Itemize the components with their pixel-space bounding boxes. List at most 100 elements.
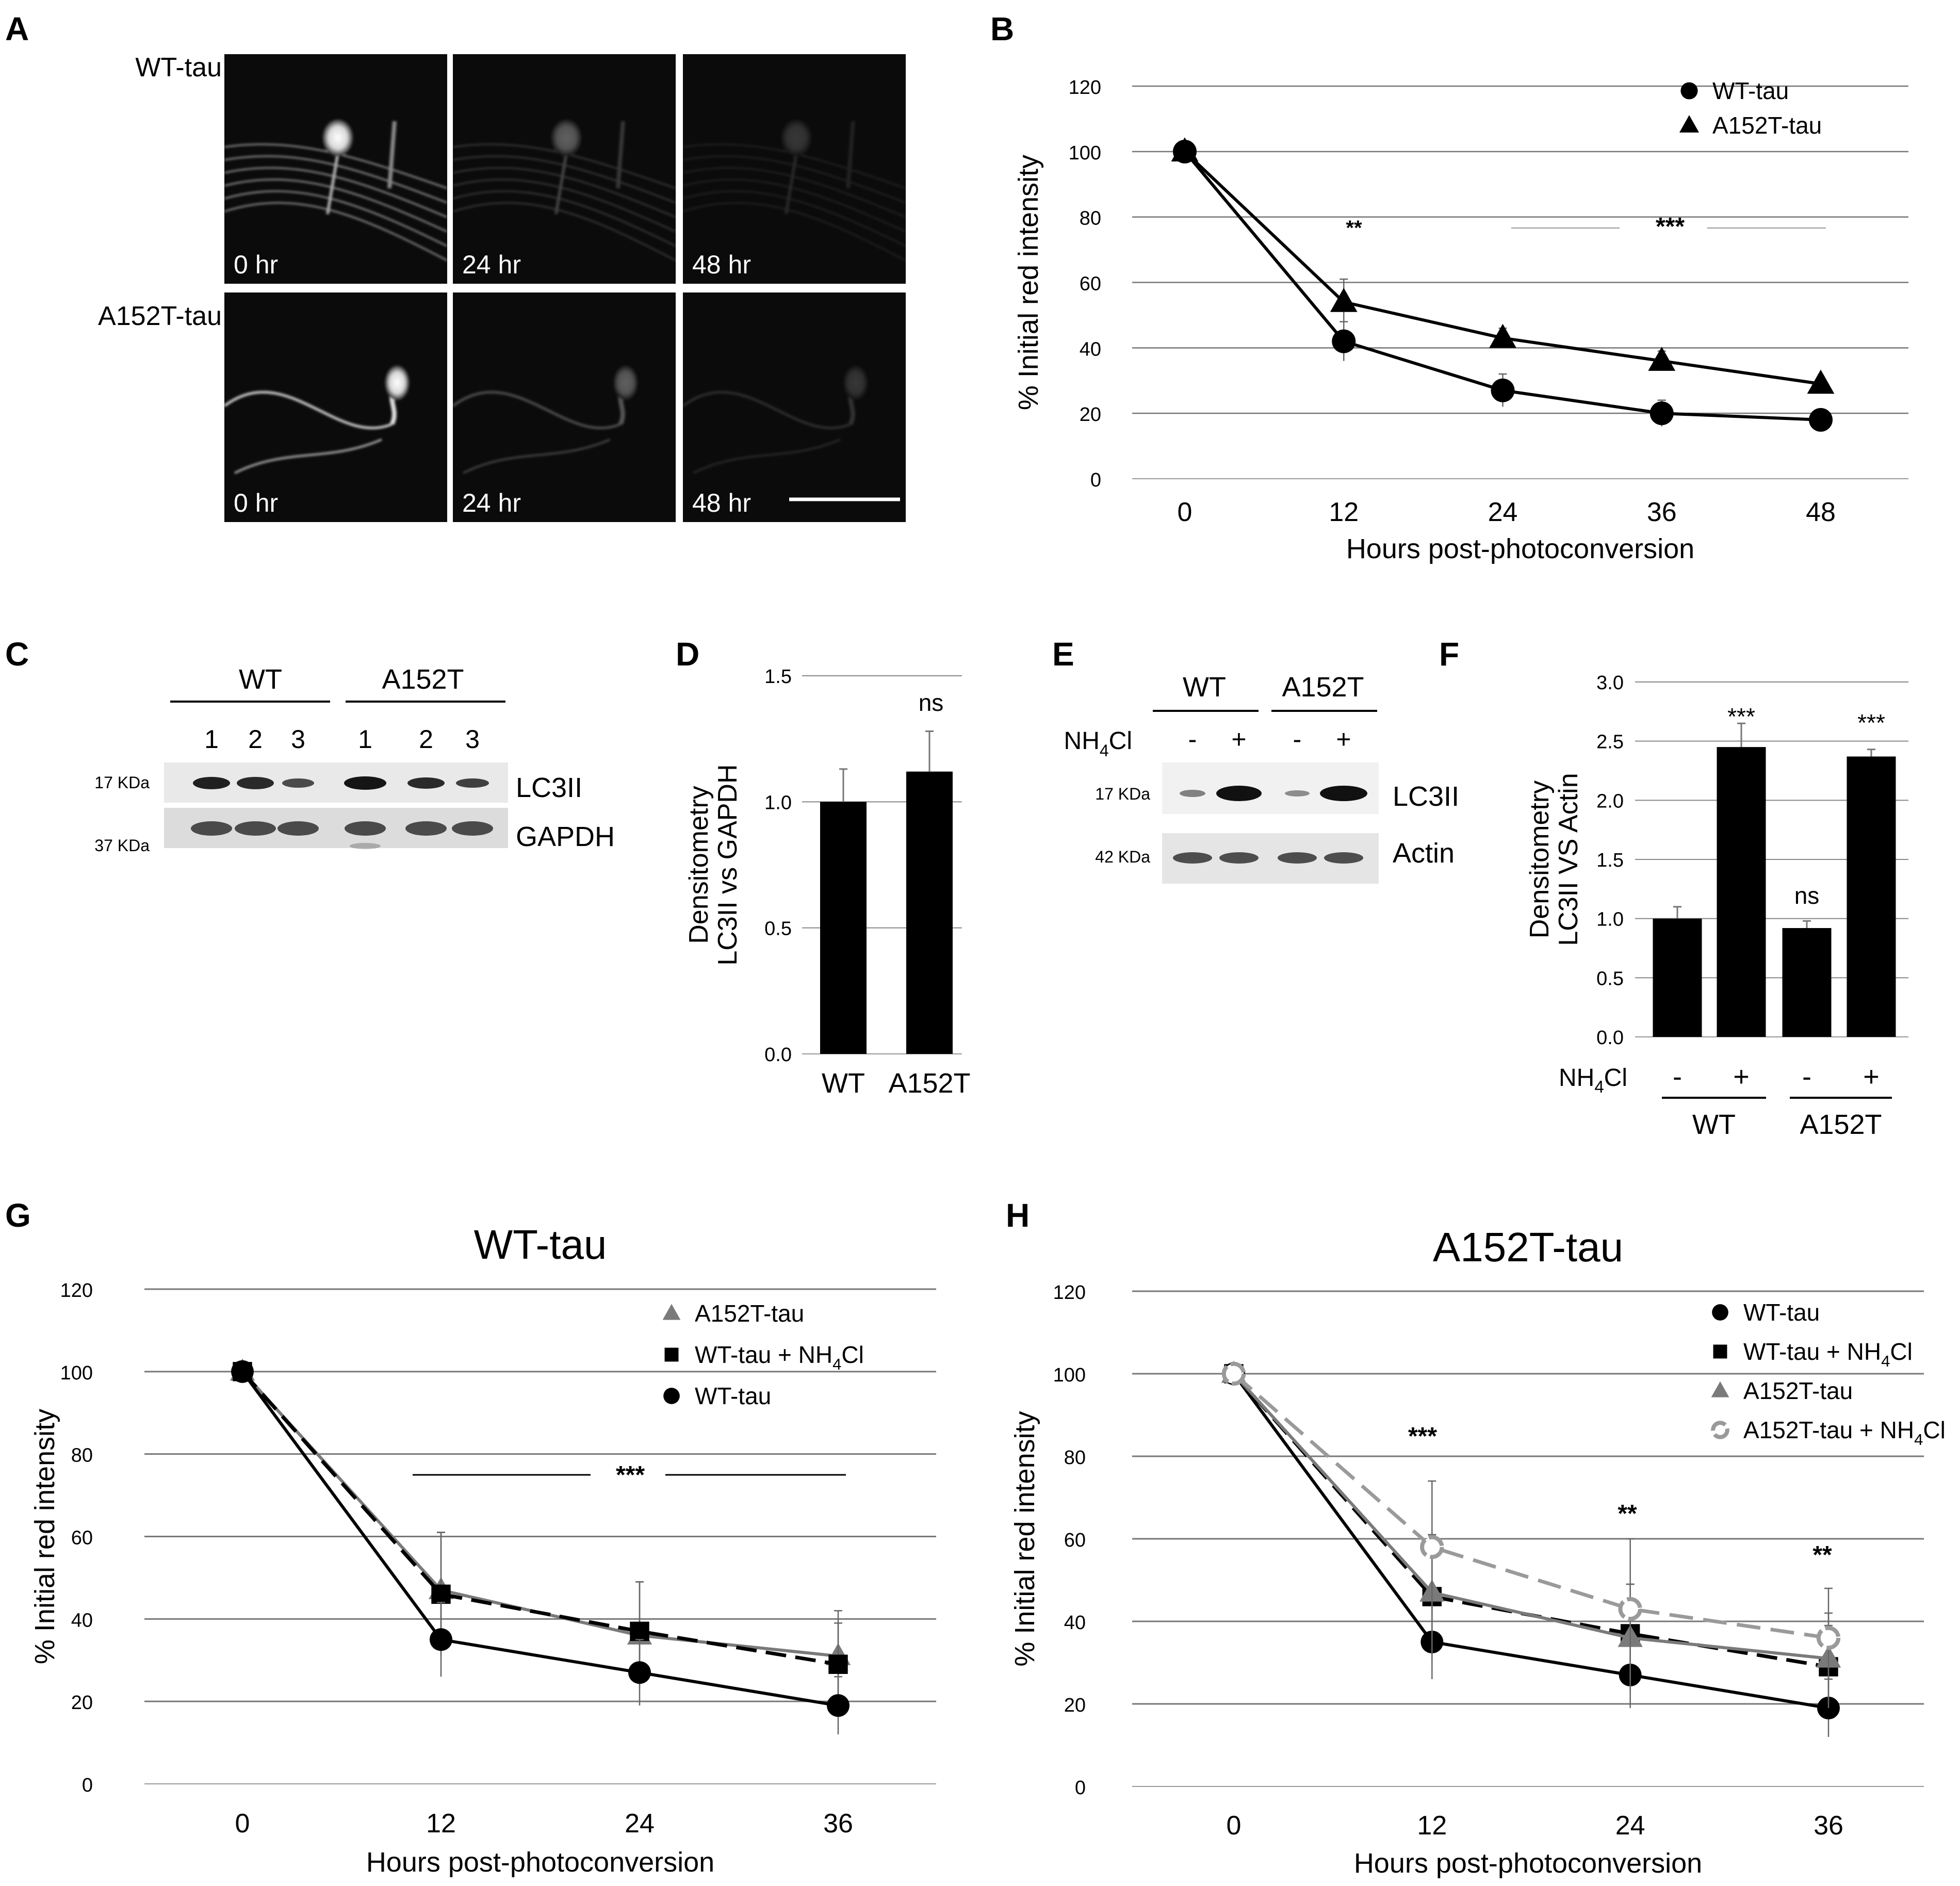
neuron bbox=[452, 119, 676, 262]
x-axis-label: Hours post-photoconversion bbox=[366, 1847, 714, 1878]
y-axis-label: % Initial red intensity bbox=[29, 1409, 60, 1664]
series-line bbox=[1232, 1372, 1829, 1660]
neurite bbox=[452, 391, 621, 430]
treatment-label-sub: 4 bbox=[1594, 1077, 1604, 1096]
y-tick-label: 40 bbox=[71, 1609, 93, 1631]
y-tick-label: 80 bbox=[1064, 1447, 1086, 1469]
chart-title: WT-tau bbox=[474, 1222, 607, 1267]
group-label-wt: WT bbox=[239, 664, 282, 695]
time-label: 24 hr bbox=[462, 250, 521, 279]
band-lc3ii bbox=[344, 776, 386, 790]
band-label-lc3ii: LC3II bbox=[1393, 781, 1459, 812]
legend-marker bbox=[1680, 82, 1698, 100]
x-tick-label: 12 bbox=[1329, 497, 1359, 527]
x-category-label: A152T bbox=[888, 1068, 970, 1099]
y-tick-label: 60 bbox=[1080, 273, 1101, 295]
neuron bbox=[682, 365, 868, 474]
panel-e: E WT A152T NH4Cl - + - + 17 KDa 42 KDa L… bbox=[1052, 636, 1459, 884]
row-label-wt-tau: WT-tau bbox=[135, 53, 222, 83]
bar bbox=[820, 802, 867, 1054]
neurite bbox=[846, 121, 855, 189]
neurite bbox=[224, 178, 448, 233]
group-label-a152t: A152T bbox=[1282, 672, 1364, 703]
band-actin bbox=[1324, 852, 1363, 864]
soma bbox=[322, 119, 353, 156]
legend-label-main: A152T-tau bbox=[1712, 112, 1822, 139]
data-point bbox=[630, 1621, 649, 1641]
neurite bbox=[234, 438, 382, 474]
panel-d-label: D bbox=[676, 636, 699, 673]
legend-marker bbox=[1712, 1304, 1728, 1321]
sign-label: - bbox=[1188, 725, 1197, 754]
x-axis-label: Hours post-photoconversion bbox=[1346, 533, 1694, 564]
data-point bbox=[1330, 287, 1358, 312]
band-gapdh bbox=[191, 821, 232, 836]
data-point bbox=[1171, 137, 1199, 162]
neurite bbox=[693, 438, 841, 474]
legend-marker bbox=[662, 1304, 681, 1320]
data-point bbox=[431, 1584, 451, 1604]
y-axis-label: % Initial red intensity bbox=[1009, 1411, 1040, 1666]
neuron bbox=[452, 365, 638, 474]
legend-label-main: WT-tau bbox=[1743, 1299, 1820, 1326]
band-gapdh bbox=[405, 821, 447, 836]
y-tick-label: 60 bbox=[71, 1527, 93, 1549]
band-lc3ii bbox=[1180, 790, 1205, 797]
legend-label: A152T-tau bbox=[695, 1300, 804, 1327]
legend-label-main: A152T-tau bbox=[695, 1300, 804, 1327]
y-tick-label: 0 bbox=[1090, 469, 1101, 491]
band-gapdh bbox=[452, 821, 493, 836]
legend-label: A152T-tau + NH4Cl bbox=[1743, 1417, 1946, 1449]
sign-label: + bbox=[1231, 725, 1246, 754]
legend-marker bbox=[664, 1347, 679, 1362]
neuron bbox=[223, 365, 410, 474]
panel-h-label: H bbox=[1006, 1197, 1030, 1234]
x-tick-label: 36 bbox=[1647, 497, 1677, 527]
significance-label: ** bbox=[1346, 217, 1362, 239]
y-tick-label: 0 bbox=[82, 1775, 93, 1796]
legend-label-tail: Cl bbox=[1890, 1338, 1912, 1365]
x-axis-label: Hours post-photoconversion bbox=[1354, 1848, 1702, 1879]
neurite bbox=[224, 167, 448, 218]
significance-label: ns bbox=[919, 689, 944, 716]
panel-g: G WT-tau 0 20 40 60 80 100 120 0 12 24 36 Hours post… bbox=[5, 1197, 936, 1878]
band-gapdh bbox=[235, 821, 276, 836]
panel-g-label: G bbox=[5, 1197, 31, 1234]
x-tick-label: 12 bbox=[426, 1809, 456, 1839]
series-line bbox=[1232, 1373, 1829, 1710]
band-lc3ii bbox=[1216, 786, 1262, 801]
y-tick-label: 60 bbox=[1064, 1530, 1086, 1551]
y-tick-label: 120 bbox=[1053, 1282, 1086, 1304]
lane-label: 1 bbox=[358, 725, 372, 754]
y-tick-label: 20 bbox=[1080, 404, 1101, 426]
legend-label: WT-tau + NH4Cl bbox=[1743, 1338, 1913, 1370]
mw-label-17: 17 KDa bbox=[1095, 785, 1150, 803]
panel-a: A WT-tau A152T-tau 0 hr 24 hr 48 hr 0 hr 24 … bbox=[5, 10, 906, 522]
y-tick-label: 1.0 bbox=[764, 792, 792, 814]
neuron bbox=[682, 119, 906, 262]
y-axis-label: Densitometry bbox=[1525, 781, 1555, 938]
data-point bbox=[231, 1360, 254, 1383]
band-actin bbox=[1173, 852, 1212, 864]
treatment-label: NH4Cl bbox=[1559, 1064, 1627, 1096]
y-axis-label: Densitometry bbox=[684, 786, 714, 944]
legend-label: WT-tau bbox=[1712, 77, 1789, 104]
legend-label-main: WT-tau + NH bbox=[695, 1341, 832, 1368]
legend-label-tail: Cl bbox=[841, 1341, 863, 1368]
data-point bbox=[628, 1661, 651, 1684]
sign-label: + bbox=[1336, 725, 1351, 754]
data-point bbox=[1489, 323, 1516, 348]
data-point bbox=[1649, 401, 1674, 426]
bar bbox=[906, 771, 953, 1054]
bar bbox=[1717, 747, 1766, 1037]
x-tick-label: 36 bbox=[823, 1809, 853, 1839]
band-label-gapdh: GAPDH bbox=[516, 821, 615, 852]
y-tick-label: 100 bbox=[1053, 1364, 1086, 1386]
data-point bbox=[1648, 347, 1676, 371]
band-label-lc3ii: LC3II bbox=[516, 772, 582, 803]
legend-label-sub: 4 bbox=[832, 1355, 841, 1373]
group-label: A152T bbox=[1800, 1109, 1882, 1140]
y-tick-label: 2.0 bbox=[1596, 790, 1624, 812]
y-tick-label: 0.5 bbox=[1596, 968, 1624, 989]
neurite bbox=[682, 167, 906, 218]
